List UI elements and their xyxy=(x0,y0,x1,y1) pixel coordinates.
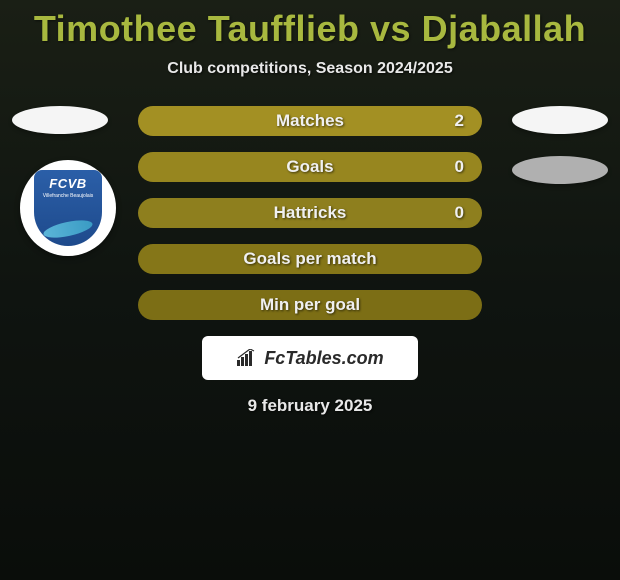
stat-value-right: 0 xyxy=(455,203,464,223)
stat-label: Min per goal xyxy=(260,295,360,315)
club-logo: FCVB Villefranche Beaujolais xyxy=(20,160,116,256)
footer-date: 9 february 2025 xyxy=(0,396,620,416)
stat-label: Goals xyxy=(286,157,333,177)
page-subtitle: Club competitions, Season 2024/2025 xyxy=(0,60,620,78)
stat-value-right: 2 xyxy=(455,111,464,131)
club-acronym: FCVB xyxy=(49,176,86,191)
stat-row-goals: Goals 0 xyxy=(138,152,482,182)
stat-row-min-per-goal: Min per goal xyxy=(138,290,482,320)
stat-label: Matches xyxy=(276,111,344,131)
stat-label: Goals per match xyxy=(243,249,376,269)
bar-chart-icon xyxy=(236,349,258,367)
club-shield-icon: FCVB Villefranche Beaujolais xyxy=(34,170,102,246)
stats-container: FCVB Villefranche Beaujolais Matches 2 G… xyxy=(0,106,620,320)
stat-row-hattricks: Hattricks 0 xyxy=(138,198,482,228)
stat-row-matches: Matches 2 xyxy=(138,106,482,136)
club-subtext: Villefranche Beaujolais xyxy=(43,193,94,199)
player-right-badge-2 xyxy=(512,156,608,184)
brand-badge[interactable]: FcTables.com xyxy=(202,336,418,380)
brand-text: FcTables.com xyxy=(264,348,383,369)
stat-label: Hattricks xyxy=(274,203,347,223)
club-swoosh-icon xyxy=(42,217,94,241)
player-right-badge-1 xyxy=(512,106,608,134)
page-title: Timothee Taufflieb vs Djaballah xyxy=(0,0,620,50)
stat-row-goals-per-match: Goals per match xyxy=(138,244,482,274)
player-left-badge xyxy=(12,106,108,134)
stat-value-right: 0 xyxy=(455,157,464,177)
